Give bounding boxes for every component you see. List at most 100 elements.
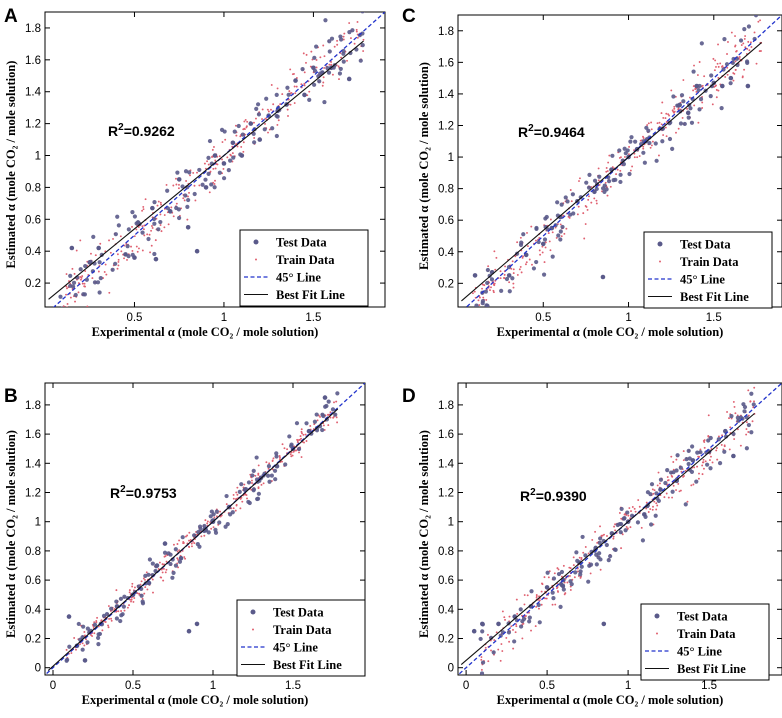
train-point bbox=[145, 571, 148, 574]
test-point bbox=[510, 276, 515, 281]
train-point bbox=[481, 283, 484, 286]
train-point bbox=[562, 564, 565, 567]
train-point bbox=[286, 448, 289, 451]
train-point bbox=[717, 76, 720, 79]
test-point bbox=[660, 126, 665, 131]
train-point bbox=[703, 75, 706, 78]
test-point bbox=[151, 216, 157, 222]
test-point bbox=[252, 140, 257, 145]
test-point bbox=[209, 182, 214, 187]
train-point bbox=[65, 648, 68, 651]
train-point bbox=[176, 543, 179, 545]
x-axis-label: Experimental α (mole CO₂ / mole solution… bbox=[497, 325, 724, 339]
train-point bbox=[673, 107, 676, 110]
y-tick-label: 1.8 bbox=[438, 26, 454, 38]
train-point bbox=[489, 289, 491, 292]
train-point bbox=[515, 625, 518, 628]
test-point bbox=[640, 538, 646, 543]
test-point bbox=[550, 254, 555, 259]
train-point bbox=[94, 254, 97, 257]
train-point bbox=[272, 103, 275, 106]
train-point bbox=[701, 464, 704, 467]
train-point bbox=[500, 643, 503, 646]
train-point bbox=[729, 426, 732, 429]
train-point bbox=[75, 648, 77, 651]
train-point bbox=[268, 462, 271, 465]
train-point bbox=[640, 526, 643, 529]
test-point bbox=[586, 579, 591, 584]
y-tick-label: 1.6 bbox=[438, 57, 454, 69]
test-point bbox=[165, 188, 170, 193]
train-point bbox=[146, 588, 149, 591]
train-point bbox=[165, 560, 168, 563]
train-point bbox=[62, 305, 65, 307]
test-point bbox=[674, 468, 679, 473]
y-tick-label: 0.6 bbox=[25, 214, 41, 226]
y-tick-label: 1.6 bbox=[25, 429, 41, 441]
train-point bbox=[128, 604, 130, 607]
test-point bbox=[152, 200, 157, 205]
test-point bbox=[337, 71, 343, 76]
test-point bbox=[688, 106, 693, 111]
train-point bbox=[138, 592, 141, 595]
train-point bbox=[131, 585, 134, 588]
train-point bbox=[683, 474, 685, 477]
train-point bbox=[549, 218, 552, 221]
test-point bbox=[123, 252, 128, 257]
test-point bbox=[521, 232, 526, 237]
train-point bbox=[281, 93, 284, 96]
test-point bbox=[250, 473, 255, 478]
test-point bbox=[286, 92, 291, 97]
train-point bbox=[664, 117, 667, 120]
train-point bbox=[484, 646, 487, 649]
y-tick-label: 0.8 bbox=[438, 184, 454, 196]
train-point bbox=[655, 508, 658, 511]
test-point bbox=[326, 399, 331, 404]
train-point bbox=[329, 416, 332, 419]
train-point bbox=[702, 458, 705, 461]
train-point bbox=[206, 520, 209, 523]
test-point bbox=[203, 185, 209, 190]
legend-box bbox=[640, 603, 770, 681]
train-point bbox=[133, 597, 136, 599]
train-point bbox=[607, 161, 610, 164]
train-point bbox=[734, 45, 737, 48]
train-point bbox=[745, 428, 748, 430]
train-point bbox=[59, 315, 61, 317]
train-point bbox=[543, 576, 546, 579]
train-point bbox=[631, 506, 634, 508]
train-point bbox=[696, 465, 699, 468]
train-point bbox=[251, 479, 253, 482]
legend-label-test: Test Data bbox=[276, 236, 327, 250]
train-point bbox=[128, 589, 131, 592]
test-point bbox=[719, 106, 724, 111]
legend: Test Data Train Data 45° Line Best Fit Line bbox=[239, 229, 369, 307]
train-point bbox=[309, 425, 312, 427]
x-axis-label: Experimental α (mole CO₂ / mole solution… bbox=[497, 693, 724, 707]
train-point bbox=[184, 557, 187, 560]
test-point bbox=[742, 27, 747, 32]
train-point bbox=[194, 199, 197, 202]
train-point bbox=[97, 270, 100, 273]
test-point bbox=[550, 590, 555, 595]
test-point bbox=[91, 234, 96, 239]
train-point bbox=[728, 448, 731, 451]
train-point bbox=[151, 225, 153, 227]
test-point bbox=[166, 551, 171, 556]
train-point bbox=[664, 126, 667, 129]
test-point bbox=[206, 155, 211, 160]
y-axis-label: Estimated α (mole CO₂ / mole solution) bbox=[417, 62, 431, 270]
train-point bbox=[203, 534, 206, 537]
train-point bbox=[702, 439, 705, 442]
test-point bbox=[223, 524, 228, 529]
train-point bbox=[490, 286, 492, 289]
test-point bbox=[251, 131, 256, 136]
test-point bbox=[621, 161, 626, 167]
test-point bbox=[256, 491, 261, 496]
train-point bbox=[586, 208, 589, 211]
test-point bbox=[125, 244, 130, 249]
test-point bbox=[648, 522, 654, 527]
panel-letter: B bbox=[4, 386, 18, 407]
train-point bbox=[663, 496, 666, 499]
test-point bbox=[272, 468, 278, 473]
